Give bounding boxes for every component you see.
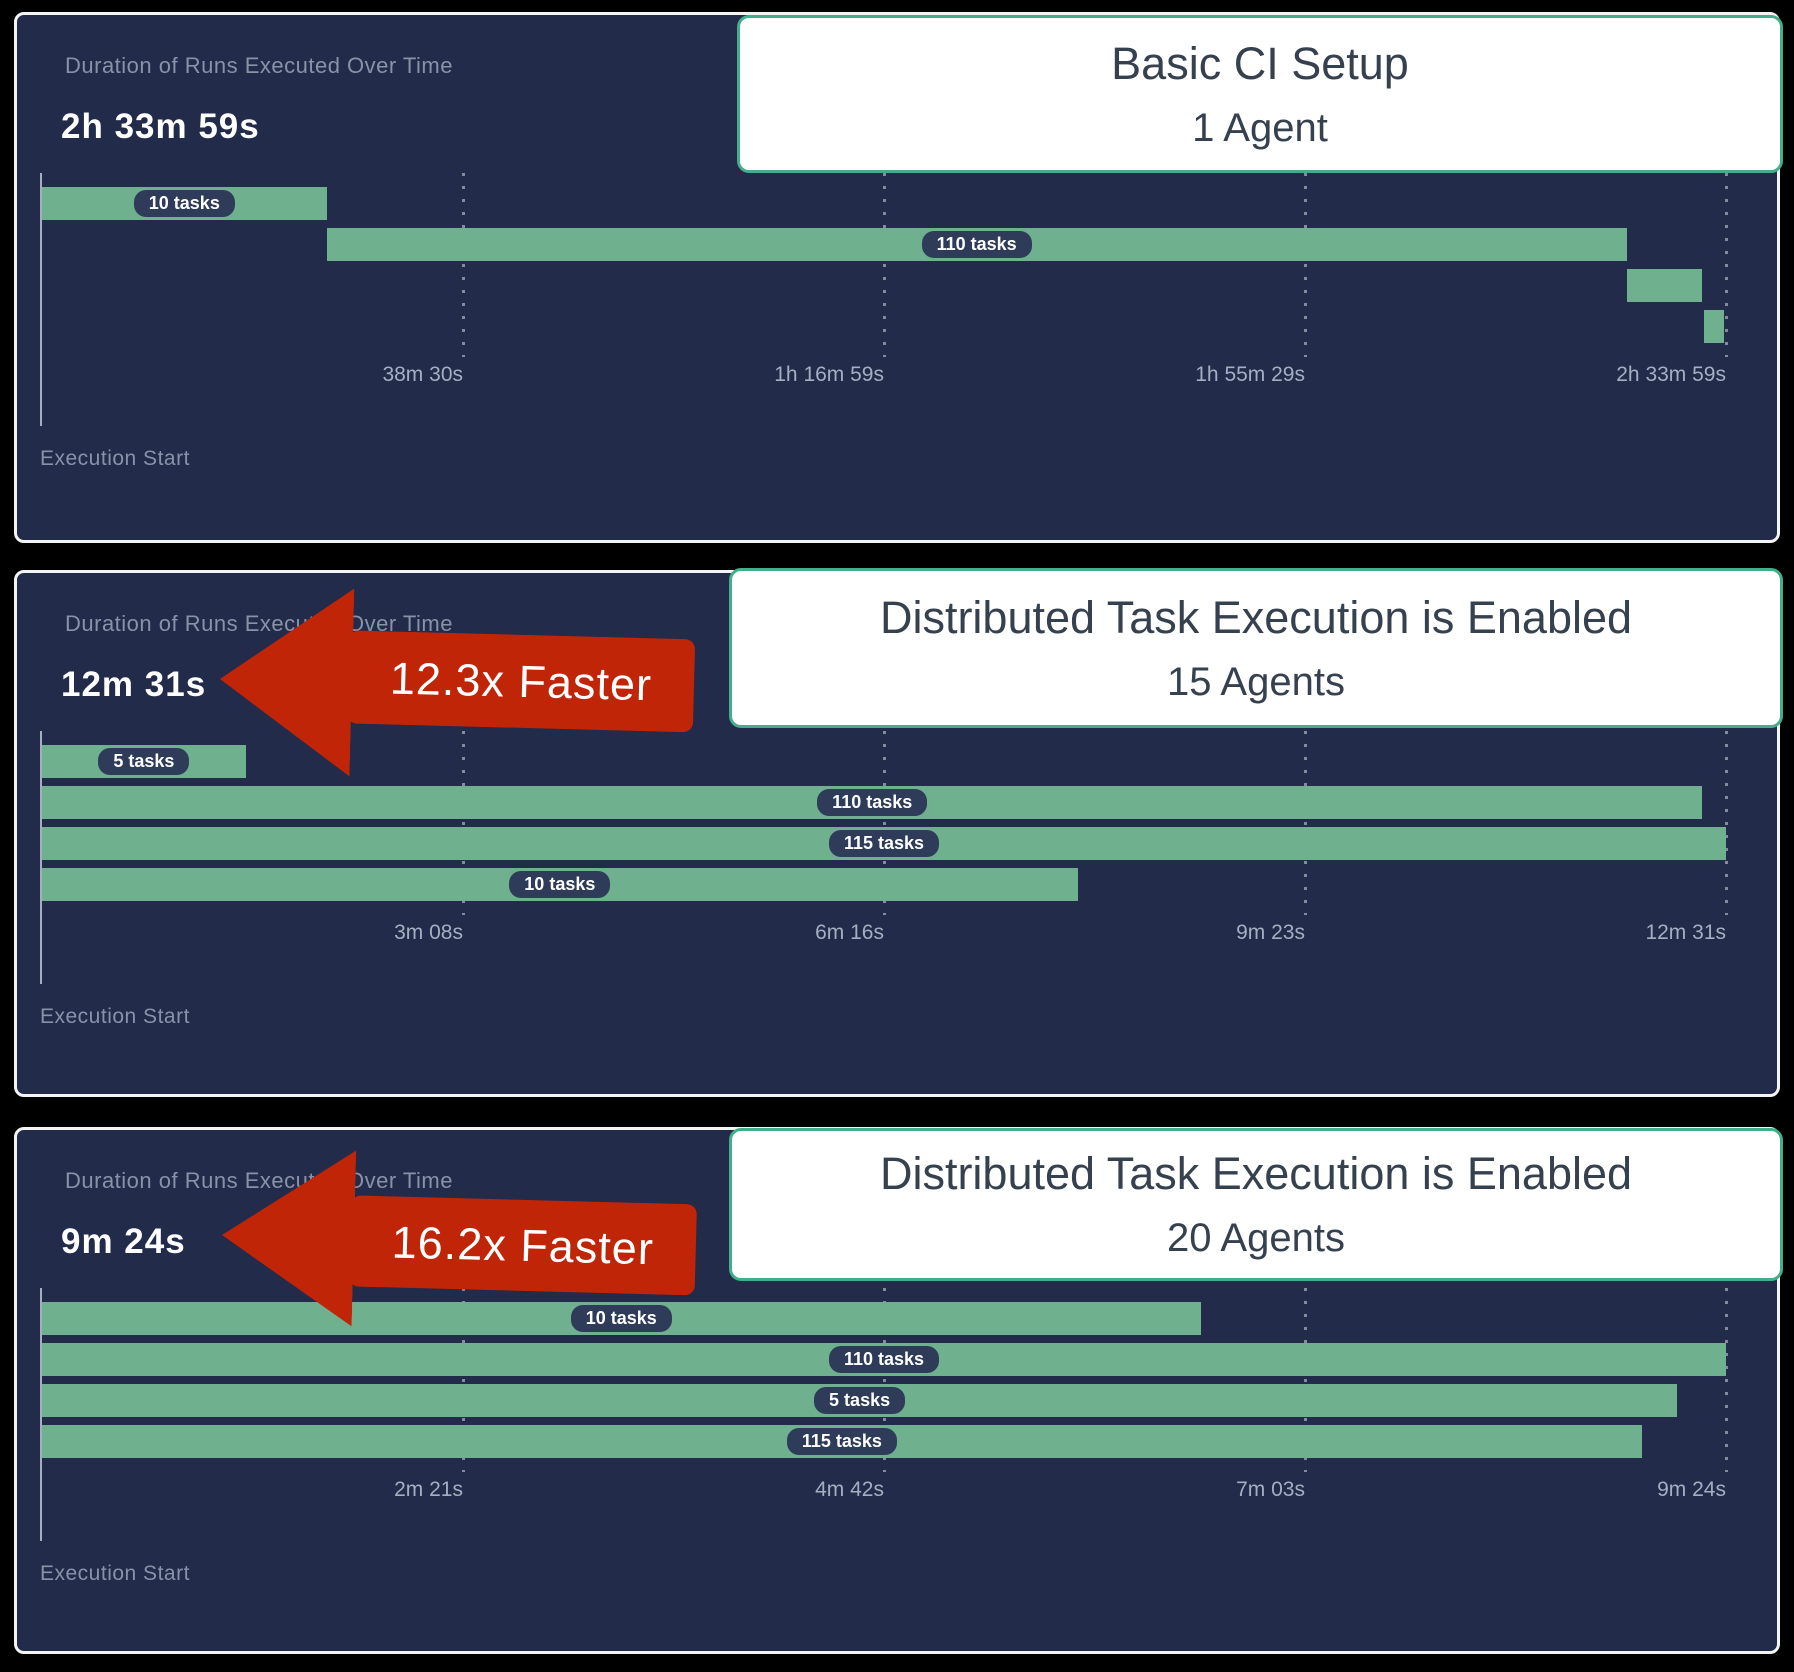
time-gridline [1304, 731, 1307, 915]
gantt-chart: 10 tasks 110 tasks 38m 30s 1h 16m 59s 1h 55m… [40, 173, 1728, 473]
chart-title: Duration of Runs Executed Over Time [65, 1168, 453, 1193]
annotation-card: Basic CI Setup 1 Agent [737, 15, 1783, 173]
y-axis-line [40, 173, 42, 426]
task-count-chip: 5 tasks [98, 748, 190, 775]
gantt-bar [1626, 269, 1703, 302]
time-gridline [1304, 1288, 1307, 1472]
panel-group-1: Duration of Runs Executed Over Time 2h 3… [0, 12, 1794, 543]
gantt-bar: 110 tasks [326, 228, 1627, 261]
task-count-chip: 110 tasks [817, 789, 928, 816]
annotation-title: Distributed Task Execution is Enabled [879, 591, 1633, 643]
time-axis-tick: 6m 16s [815, 921, 884, 944]
chart-title: Duration of Runs Executed Over Time [65, 53, 453, 78]
time-gridline [883, 1288, 886, 1472]
arrow-body: 12.3x Faster [346, 630, 696, 733]
gantt-bar: 5 tasks [42, 745, 246, 778]
time-axis-tick: 2m 21s [394, 1478, 463, 1501]
time-gridline [462, 173, 465, 357]
task-count-chip: 10 tasks [570, 1305, 672, 1332]
time-gridline [883, 173, 886, 357]
arrow-left-icon [220, 1147, 357, 1326]
time-gridline [1304, 173, 1307, 357]
task-count-chip: 10 tasks [133, 190, 235, 217]
gantt-bar: 10 tasks [42, 187, 327, 220]
gantt-chart-card: Duration of Runs Executed Over Time 12m … [14, 570, 1780, 1097]
time-axis-tick: 3m 08s [394, 921, 463, 944]
gantt-bar: 5 tasks [42, 1384, 1678, 1417]
arrow-left-icon [218, 585, 355, 776]
speedup-label: 16.2x Faster [391, 1215, 655, 1274]
panel-group-3: Duration of Runs Executed Over Time 9m 2… [0, 1127, 1794, 1654]
annotation-agent-count: 1 Agent [1192, 105, 1328, 150]
total-duration-value: 12m 31s [61, 665, 207, 704]
task-count-chip: 115 tasks [786, 1428, 897, 1455]
y-axis-line [40, 1288, 42, 1541]
execution-start-label: Execution Start [40, 1562, 190, 1585]
annotation-agent-count: 15 Agents [1167, 659, 1345, 704]
task-count-chip: 5 tasks [814, 1387, 906, 1414]
time-axis-tick: 7m 03s [1236, 1478, 1305, 1501]
speedup-label: 12.3x Faster [389, 651, 653, 710]
gantt-bar: 115 tasks [42, 1425, 1642, 1458]
total-duration-value: 9m 24s [61, 1222, 186, 1261]
time-axis-tick: 9m 24s [1657, 1478, 1726, 1501]
time-gridline [462, 1288, 465, 1472]
arrow-body: 16.2x Faster [348, 1195, 697, 1296]
annotation-title: Distributed Task Execution is Enabled [879, 1148, 1633, 1199]
time-gridline [1725, 173, 1728, 357]
time-gridline [883, 731, 886, 915]
gantt-chart: 10 tasks 110 tasks 5 tasks 115 tasks 2m 21s 4… [40, 1288, 1728, 1588]
gantt-chart: 5 tasks 110 tasks 115 tasks 10 tasks 3m 08s 6… [40, 731, 1728, 1031]
time-axis-tick: 9m 23s [1236, 921, 1305, 944]
time-axis-tick: 4m 42s [815, 1478, 884, 1501]
time-axis-tick: 1h 55m 29s [1195, 363, 1305, 386]
time-gridline [462, 731, 465, 915]
task-count-chip: 110 tasks [921, 231, 1032, 258]
annotation-title: Basic CI Setup [1111, 37, 1409, 89]
time-axis-tick: 38m 30s [382, 363, 463, 386]
gantt-bar: 110 tasks [42, 1343, 1726, 1376]
speedup-arrow: 16.2x Faster [220, 1147, 698, 1335]
annotation-agent-count: 20 Agents [1167, 1216, 1345, 1260]
time-axis-tick: 1h 16m 59s [774, 363, 884, 386]
total-duration-value: 2h 33m 59s [61, 107, 260, 146]
annotation-card: Distributed Task Execution is Enabled 20 … [729, 1128, 1783, 1281]
task-count-chip: 10 tasks [509, 871, 611, 898]
execution-start-label: Execution Start [40, 1005, 190, 1028]
time-gridline [1725, 731, 1728, 915]
gantt-bar: 110 tasks [42, 786, 1703, 819]
y-axis-line [40, 731, 42, 984]
annotation-card: Distributed Task Execution is Enabled 15 … [729, 568, 1783, 728]
gantt-bar: 10 tasks [42, 1302, 1201, 1335]
time-axis-tick: 2h 33m 59s [1616, 363, 1726, 386]
time-axis-tick: 12m 31s [1645, 921, 1726, 944]
gantt-bar: 10 tasks [42, 868, 1078, 901]
gantt-bar [1704, 310, 1725, 343]
task-count-chip: 115 tasks [828, 830, 940, 857]
speedup-arrow: 12.3x Faster [218, 585, 697, 785]
task-count-chip: 110 tasks [828, 1346, 940, 1373]
time-gridline [1725, 1288, 1728, 1472]
panel-group-2: Duration of Runs Executed Over Time 12m … [0, 568, 1794, 1097]
execution-start-label: Execution Start [40, 447, 190, 470]
gantt-bar: 115 tasks [42, 827, 1726, 860]
